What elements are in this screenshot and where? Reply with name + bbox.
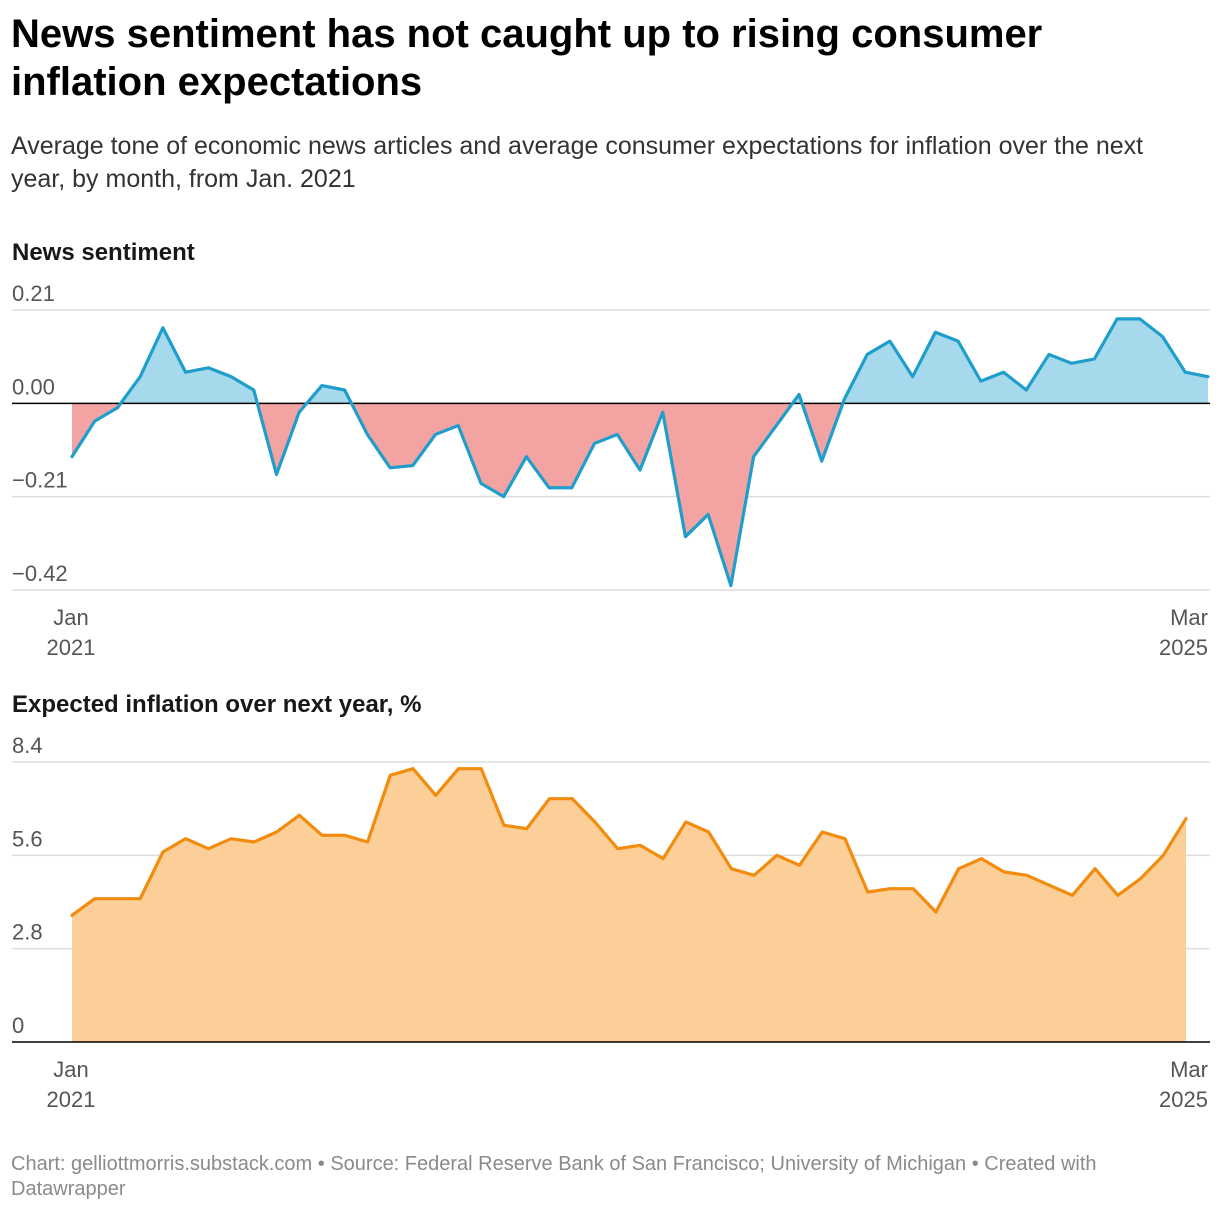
x-tick-label-start-month: Jan [53, 605, 88, 630]
x-tick-label-start-month: Jan [53, 1057, 88, 1082]
y-tick-label: 2.8 [12, 920, 43, 945]
y-tick-label: −0.42 [12, 561, 68, 586]
x-tick-label-end-month: Mar [1170, 1057, 1208, 1082]
positive-area [72, 318, 1208, 404]
news-sentiment-panel-title: News sentiment [12, 239, 195, 266]
inflation-area [72, 768, 1186, 1042]
x-tick-label-end-year: 2025 [1159, 635, 1208, 660]
y-tick-label: −0.21 [12, 468, 68, 493]
chart-title: News sentiment has not caught up to risi… [11, 12, 1043, 104]
inflation-line [70, 767, 1188, 917]
y-tick-label: 0.21 [12, 281, 55, 306]
x-tick-label-start-year: 2021 [47, 635, 96, 660]
chart-footer: Chart: gelliottmorris.substack.com • Sou… [11, 1153, 1097, 1200]
x-tick-label-start-year: 2021 [47, 1087, 96, 1112]
negative-area [72, 403, 843, 586]
y-tick-label: 5.6 [12, 826, 43, 851]
sentiment-line [70, 317, 1210, 588]
news-sentiment-chart: 0.21 0.00 −0.21 −0.42 Jan 2021 Mar 2025 [12, 281, 1210, 660]
inflation-expectations-chart: 8.4 5.6 2.8 0 Jan 2021 Mar 2025 [12, 733, 1210, 1112]
y-tick-label: 8.4 [12, 733, 43, 758]
x-tick-label-end-year: 2025 [1159, 1087, 1208, 1112]
y-tick-label: 0.00 [12, 374, 55, 399]
inflation-panel-title: Expected inflation over next year, % [12, 691, 422, 718]
chart-subtitle: Average tone of economic news articles a… [11, 132, 1144, 193]
y-tick-label: 0 [12, 1013, 24, 1038]
x-tick-label-end-month: Mar [1170, 605, 1208, 630]
